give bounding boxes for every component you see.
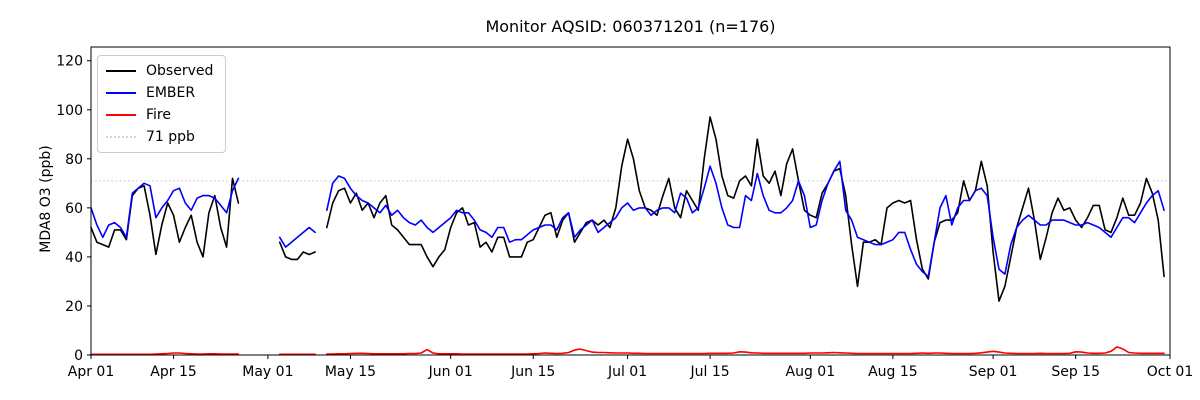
y-tick-label: 0 — [74, 348, 83, 364]
x-tick-label: May 15 — [325, 364, 376, 380]
y-tick-label: 40 — [65, 250, 83, 266]
x-tick-label: Apr 01 — [68, 364, 114, 380]
legend-label-fire: Fire — [146, 107, 171, 123]
y-tick-label: 80 — [65, 152, 83, 168]
plot-border — [90, 46, 1171, 356]
legend-item-observed: Observed — [106, 63, 213, 79]
y-tick-label: 20 — [65, 299, 83, 315]
legend-item-71ppb: 71 ppb — [106, 129, 213, 145]
x-tick-label: Jul 15 — [690, 364, 730, 380]
x-tick-label: Oct 01 — [1147, 364, 1193, 380]
chart-title: Monitor AQSID: 060371201 (n=176) — [485, 17, 776, 36]
observed-line-swatch — [106, 70, 136, 72]
ember-line-swatch — [106, 92, 136, 94]
legend-item-fire: Fire — [106, 107, 213, 123]
legend-label-71ppb: 71 ppb — [146, 129, 195, 145]
fire-line-swatch — [106, 114, 136, 116]
x-tick-label: Aug 01 — [786, 364, 836, 380]
legend: Observed EMBER Fire 71 ppb — [97, 55, 227, 153]
x-tick-label: Aug 15 — [868, 364, 918, 380]
y-tick-label: 60 — [65, 201, 83, 217]
y-tick-label: 100 — [56, 103, 83, 119]
y-axis-label: MDA8 O3 (ppb) — [38, 145, 54, 253]
reference-line-swatch — [106, 136, 136, 138]
ember-line — [90, 160, 1165, 278]
x-tick-label: Apr 15 — [150, 364, 196, 380]
x-tick-label: Sep 15 — [1051, 364, 1100, 380]
legend-label-ember: EMBER — [146, 85, 196, 101]
legend-item-ember: EMBER — [106, 85, 213, 101]
x-tick-label: May 01 — [242, 364, 293, 380]
x-tick-label: Sep 01 — [969, 364, 1018, 380]
x-tick-label: Jun 01 — [428, 364, 473, 380]
fire-line — [90, 346, 1165, 356]
x-tick-label: Jun 15 — [510, 364, 555, 380]
legend-label-observed: Observed — [146, 63, 214, 79]
y-tick-label: 120 — [56, 54, 83, 70]
x-tick-label: Jul 01 — [607, 364, 647, 380]
